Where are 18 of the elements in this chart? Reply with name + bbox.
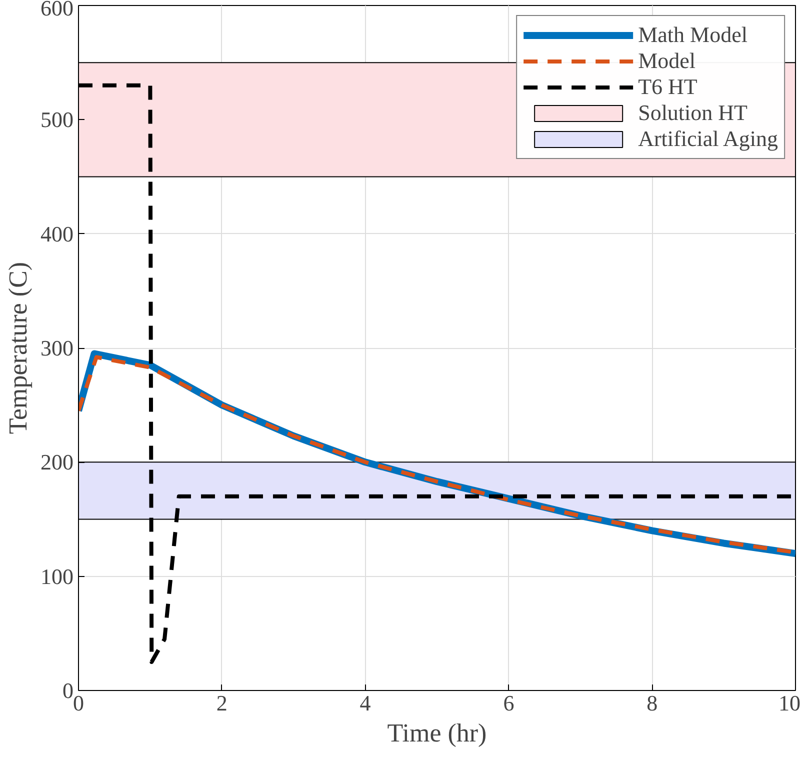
x-tick-label: 6 [503, 690, 514, 716]
y-tick-label: 200 [40, 450, 74, 475]
legend-label: Model [638, 48, 696, 74]
legend-label: Artificial Aging [638, 126, 778, 152]
x-tick-label: 10 [778, 690, 800, 716]
y-axis-title: Temperature (C) [4, 262, 32, 434]
band-label: Solution HT [638, 100, 748, 126]
x-tick-label: 4 [360, 690, 371, 716]
x-tick-label: 2 [216, 690, 228, 716]
legend-label: Math Model [638, 22, 748, 48]
y-tick-label: 600 [40, 0, 74, 20]
y-tick-label: 300 [40, 336, 74, 360]
y-tick-label: 100 [40, 564, 74, 589]
y-tick-label: 500 [40, 107, 74, 132]
legend-label: T6 HT [638, 74, 698, 100]
y-tick-label: 400 [40, 221, 74, 246]
x-tick-label: 8 [646, 690, 658, 716]
x-axis-title: Time (hr) [387, 718, 487, 748]
